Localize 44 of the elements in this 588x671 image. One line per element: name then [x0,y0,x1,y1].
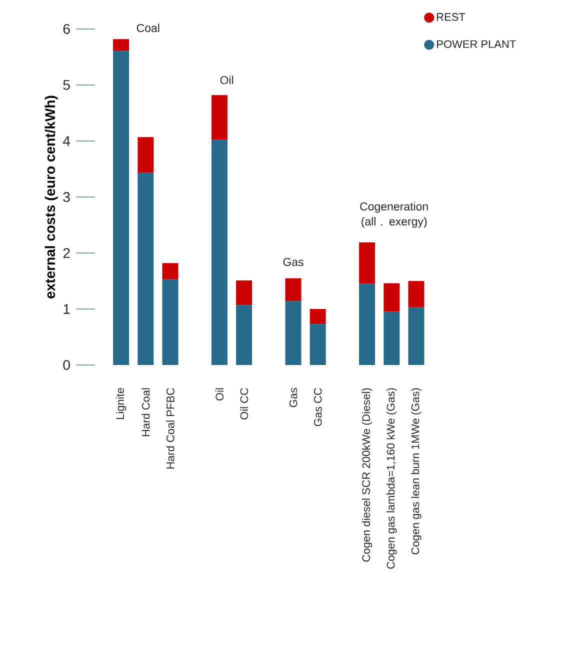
bar [236,305,252,365]
bar [162,263,178,280]
bar [359,242,376,284]
bar [138,172,154,365]
x-tick-label: Lignite [116,388,126,420]
x-tick-label: Hard Coal PFBC [166,388,174,469]
bar [310,308,326,324]
x-tick-label: Cogen gas lean burn 1MWe (Gas) [411,388,422,554]
x-tick-label: Cogen gas lambda=1,160 kWe (Gas) [386,388,397,569]
y-axis-title: external costs (euro cent/kWh) [44,96,58,298]
y-tick-label: 3 [63,192,70,202]
annotation: Cogeneration (all . exergy) [360,202,428,228]
bar [236,280,252,306]
y-tick-label: 0 [63,360,70,370]
bar [138,137,154,173]
x-tick-label: Cogen diesel SCR 200kWe (Diesel) [362,388,372,562]
bar [310,324,326,365]
bar [162,279,178,365]
bar [384,283,400,312]
bar [384,312,400,365]
y-tick-label: 2 [63,248,70,258]
bar [285,278,302,302]
annotation: Gas [283,258,304,266]
x-tick-label: Gas CC [314,388,322,426]
bar [408,307,424,365]
bar [211,95,228,140]
bar [113,50,130,365]
y-tick-label: 6 [63,24,70,34]
annotation: Oil [220,76,234,84]
x-tick-label: Oil [215,388,224,400]
bar [113,39,130,51]
bar [359,284,376,365]
y-tick-label: 4 [62,136,70,146]
x-tick-label: Hard Coal [142,388,150,436]
bar [408,281,424,308]
x-tick-label: Oil CC [240,388,248,420]
bar [211,140,228,365]
x-tick-label: Gas [289,388,298,408]
y-tick-label: 1 [64,304,70,314]
legend-label: REST [437,13,466,21]
legend-label: POWER PLANT [437,40,516,48]
y-tick-label: 5 [63,80,70,90]
bar [285,301,302,365]
annotation: Coal [136,24,160,32]
